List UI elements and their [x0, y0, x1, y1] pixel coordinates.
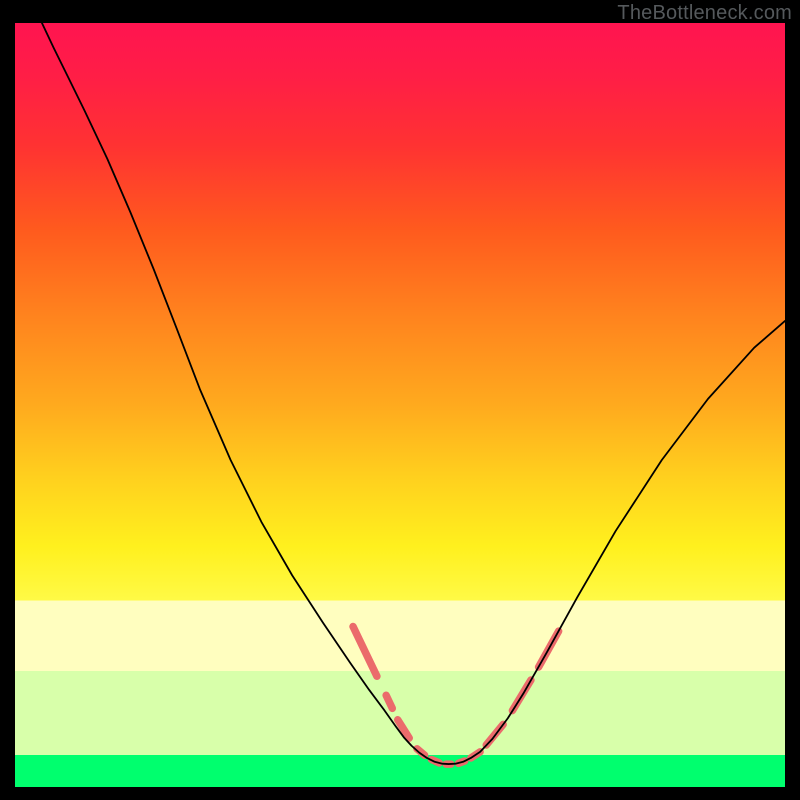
plot-area — [15, 23, 785, 787]
gradient-background — [15, 23, 785, 787]
bottleneck-curve-chart — [15, 23, 785, 787]
chart-container: TheBottleneck.com — [0, 0, 800, 800]
watermark-text: TheBottleneck.com — [617, 2, 792, 25]
